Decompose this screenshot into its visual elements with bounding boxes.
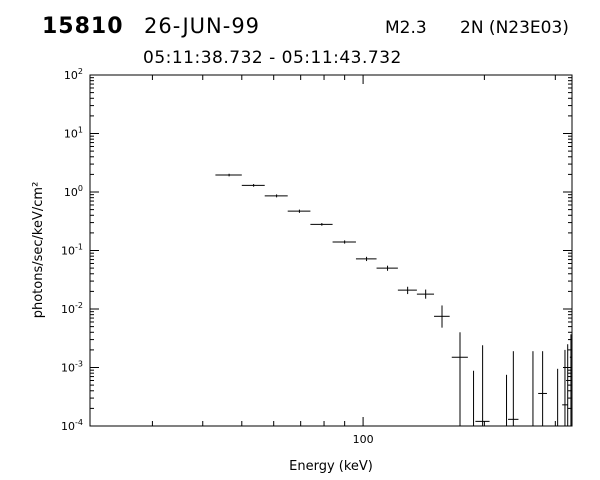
data-points bbox=[215, 173, 572, 426]
data-point bbox=[562, 349, 568, 426]
y-tick-label: 100 bbox=[64, 184, 83, 199]
event-date: 26-JUN-99 bbox=[144, 14, 261, 38]
y-tick-label: 102 bbox=[64, 67, 83, 82]
data-point bbox=[241, 184, 265, 187]
x-tick-label: 100 bbox=[353, 433, 374, 446]
flare-class: M2.3 bbox=[385, 18, 427, 38]
data-point bbox=[397, 286, 417, 295]
data-point bbox=[538, 351, 547, 426]
data-point bbox=[416, 289, 435, 299]
x-axis-label: Energy (keV) bbox=[289, 459, 373, 474]
event-id: 15810 bbox=[42, 14, 124, 39]
y-tick-label: 10-1 bbox=[61, 243, 83, 258]
time-range: 05:11:38.732 - 05:11:43.732 bbox=[143, 48, 402, 68]
y-tick-label: 10-3 bbox=[61, 360, 83, 375]
data-point bbox=[451, 332, 468, 426]
data-point bbox=[332, 240, 356, 244]
data-point bbox=[215, 173, 242, 177]
data-point bbox=[264, 194, 288, 198]
data-point bbox=[355, 256, 377, 262]
data-point bbox=[287, 209, 311, 213]
y-tick-label: 10-4 bbox=[61, 418, 83, 433]
plot-frame bbox=[89, 74, 573, 427]
data-point bbox=[376, 265, 398, 271]
y-tick-label: 101 bbox=[64, 126, 83, 141]
x-axis-ticks: 100 bbox=[151, 75, 556, 446]
optical-class: 2N (N23E03) bbox=[460, 18, 569, 38]
data-point bbox=[475, 345, 490, 426]
data-point bbox=[566, 344, 570, 426]
y-tick-label: 10-2 bbox=[61, 301, 83, 316]
data-point bbox=[569, 334, 572, 426]
data-point bbox=[508, 351, 519, 426]
y-axis-ticks: 102 101 100 10-1 10-2 10-3 10-4 bbox=[61, 67, 572, 433]
data-point bbox=[434, 305, 450, 328]
data-point bbox=[310, 223, 333, 226]
y-axis-label: photons/sec/keV/cm² bbox=[31, 182, 46, 319]
